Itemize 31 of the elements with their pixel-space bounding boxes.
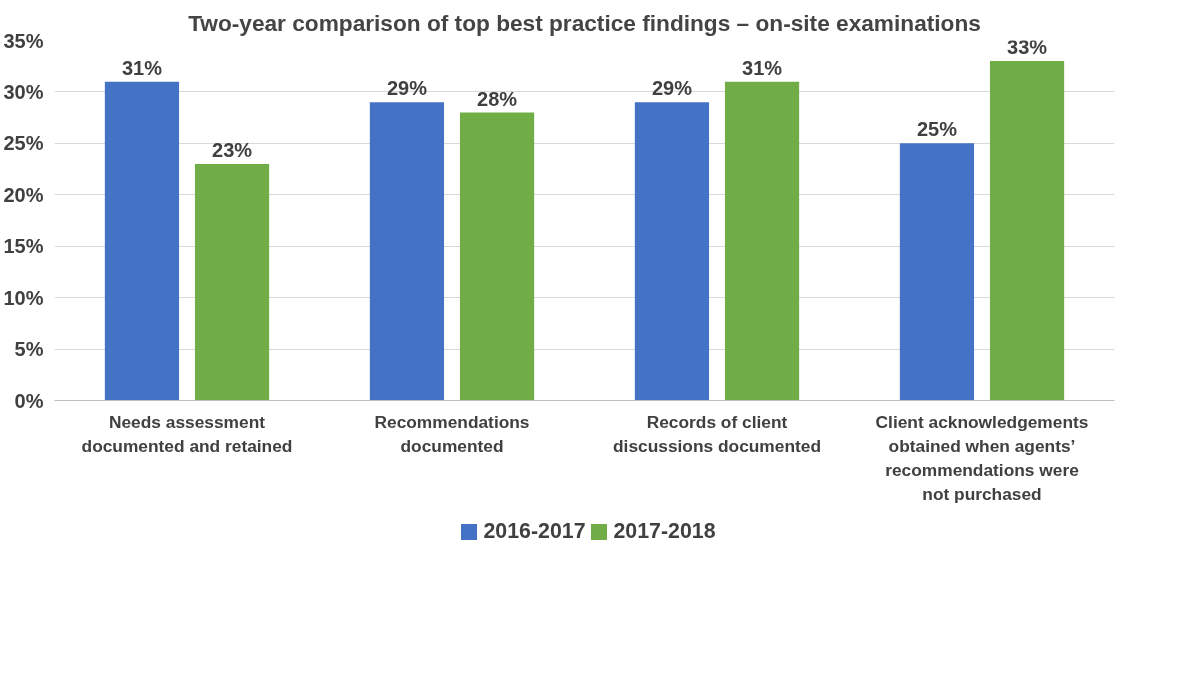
x-tick-label: Recommendations documented	[374, 411, 530, 456]
y-tick-label: 0%	[14, 389, 44, 412]
legend-label: 2017-2018	[613, 518, 716, 544]
bar	[989, 61, 1065, 401]
data-label: 31%	[742, 56, 783, 79]
y-tick-label: 10%	[3, 286, 44, 309]
bar	[104, 81, 180, 401]
y-tick-label: 30%	[3, 80, 44, 103]
legend-label: 2016-2017	[483, 518, 586, 544]
data-label: 31%	[121, 56, 163, 79]
x-tick-label: Needs assessment documented and retained	[81, 411, 293, 456]
y-tick-label: 35%	[3, 29, 44, 52]
bar	[194, 163, 270, 401]
data-label: 25%	[916, 118, 958, 141]
chart-title: Two-year comparison of top best practice findings – on-site examinations	[188, 9, 981, 36]
y-tick-label: 15%	[3, 235, 44, 258]
data-label: 28%	[477, 87, 518, 110]
bar	[369, 102, 445, 401]
x-tick-label: Records of client discussions documented	[613, 411, 821, 456]
bar	[724, 81, 800, 401]
data-label: 23%	[212, 138, 253, 161]
data-label: 33%	[1007, 36, 1048, 59]
y-tick-label: 5%	[14, 338, 44, 361]
bar	[899, 143, 975, 401]
bar	[459, 112, 535, 401]
x-tick-label: Client acknowledgements obtained when agents’ recommendations were not purchased	[875, 411, 1089, 504]
bar	[634, 102, 710, 401]
y-tick-label: 20%	[3, 183, 44, 206]
data-label: 29%	[386, 77, 428, 100]
data-label: 29%	[651, 77, 693, 100]
y-tick-label: 25%	[3, 132, 44, 155]
